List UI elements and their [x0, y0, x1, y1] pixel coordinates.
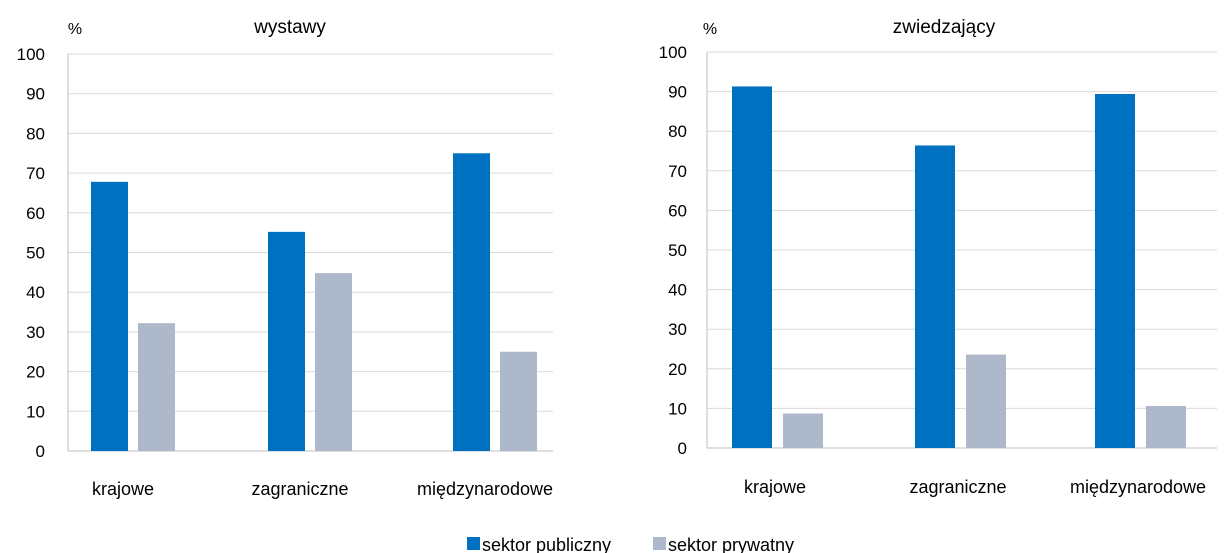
- y-tick-label: 60: [26, 204, 45, 223]
- category-label: zagraniczne: [251, 479, 348, 499]
- y-tick-label: 90: [26, 85, 45, 104]
- bar-sektor-publiczny: [453, 153, 490, 451]
- y-tick-label: 90: [668, 83, 687, 102]
- y-tick-label: 30: [668, 320, 687, 339]
- y-tick-label: 100: [17, 45, 45, 64]
- bar-sektor-publiczny: [268, 231, 305, 451]
- category-label: zagraniczne: [909, 477, 1006, 497]
- y-tick-label: 20: [668, 360, 687, 379]
- chart-wystawy: 0 10 20 30 40 50 60 70 80 90 100 wystawy% krajowe zag…: [17, 17, 553, 499]
- legend-swatch-public: [467, 537, 480, 550]
- y-tick-label: 60: [668, 201, 687, 220]
- y-tick-label: 50: [668, 241, 687, 260]
- bar-sektor-publiczny: [91, 181, 128, 452]
- y-tick-label: 40: [26, 283, 45, 302]
- y-tick-label: 10: [668, 399, 687, 418]
- legend-label-public: sektor publiczny: [482, 535, 611, 553]
- bar-sektor-prywatny: [966, 354, 1006, 448]
- y-tick-label: 40: [668, 281, 687, 300]
- y-tick-label: 100: [659, 43, 687, 62]
- y-tick-label: 20: [26, 363, 45, 382]
- y-tick-label: 10: [26, 402, 45, 421]
- legend: sektor publiczny sektor prywatny: [467, 535, 794, 553]
- y-tick-label: 70: [668, 162, 687, 181]
- y-axis-unit-label: %: [68, 21, 82, 38]
- chart-title: wystawy: [253, 17, 326, 38]
- bar-sektor-publiczny: [1095, 93, 1135, 448]
- category-label: krajowe: [744, 477, 806, 497]
- y-tick-label: 80: [668, 122, 687, 141]
- legend-swatch-private: [653, 537, 666, 550]
- category-label: międzynarodowe: [417, 479, 553, 499]
- legend-label-private: sektor prywatny: [668, 535, 794, 553]
- chart-title: zwiedzający: [893, 17, 996, 38]
- y-tick-label: 0: [678, 439, 687, 458]
- y-tick-label: 30: [26, 323, 45, 342]
- bar-sektor-prywatny: [138, 323, 175, 451]
- category-label: międzynarodowe: [1070, 477, 1206, 497]
- chart-zwiedzajacy: 0 10 20 30 40 50 60 70 80 90 100 zwiedzający% krajow…: [659, 17, 1217, 497]
- bar-sektor-publiczny: [915, 145, 955, 448]
- y-tick-label: 0: [36, 442, 45, 461]
- bar-sektor-prywatny: [500, 351, 537, 451]
- bar-sektor-publiczny: [732, 86, 772, 449]
- y-tick-label: 70: [26, 164, 45, 183]
- category-label: krajowe: [92, 479, 154, 499]
- y-tick-label: 80: [26, 124, 45, 143]
- y-axis-unit-label: %: [703, 21, 717, 38]
- bar-sektor-prywatny: [1146, 406, 1186, 448]
- y-tick-label: 50: [26, 244, 45, 263]
- bar-sektor-prywatny: [783, 413, 823, 448]
- bar-sektor-prywatny: [315, 273, 352, 451]
